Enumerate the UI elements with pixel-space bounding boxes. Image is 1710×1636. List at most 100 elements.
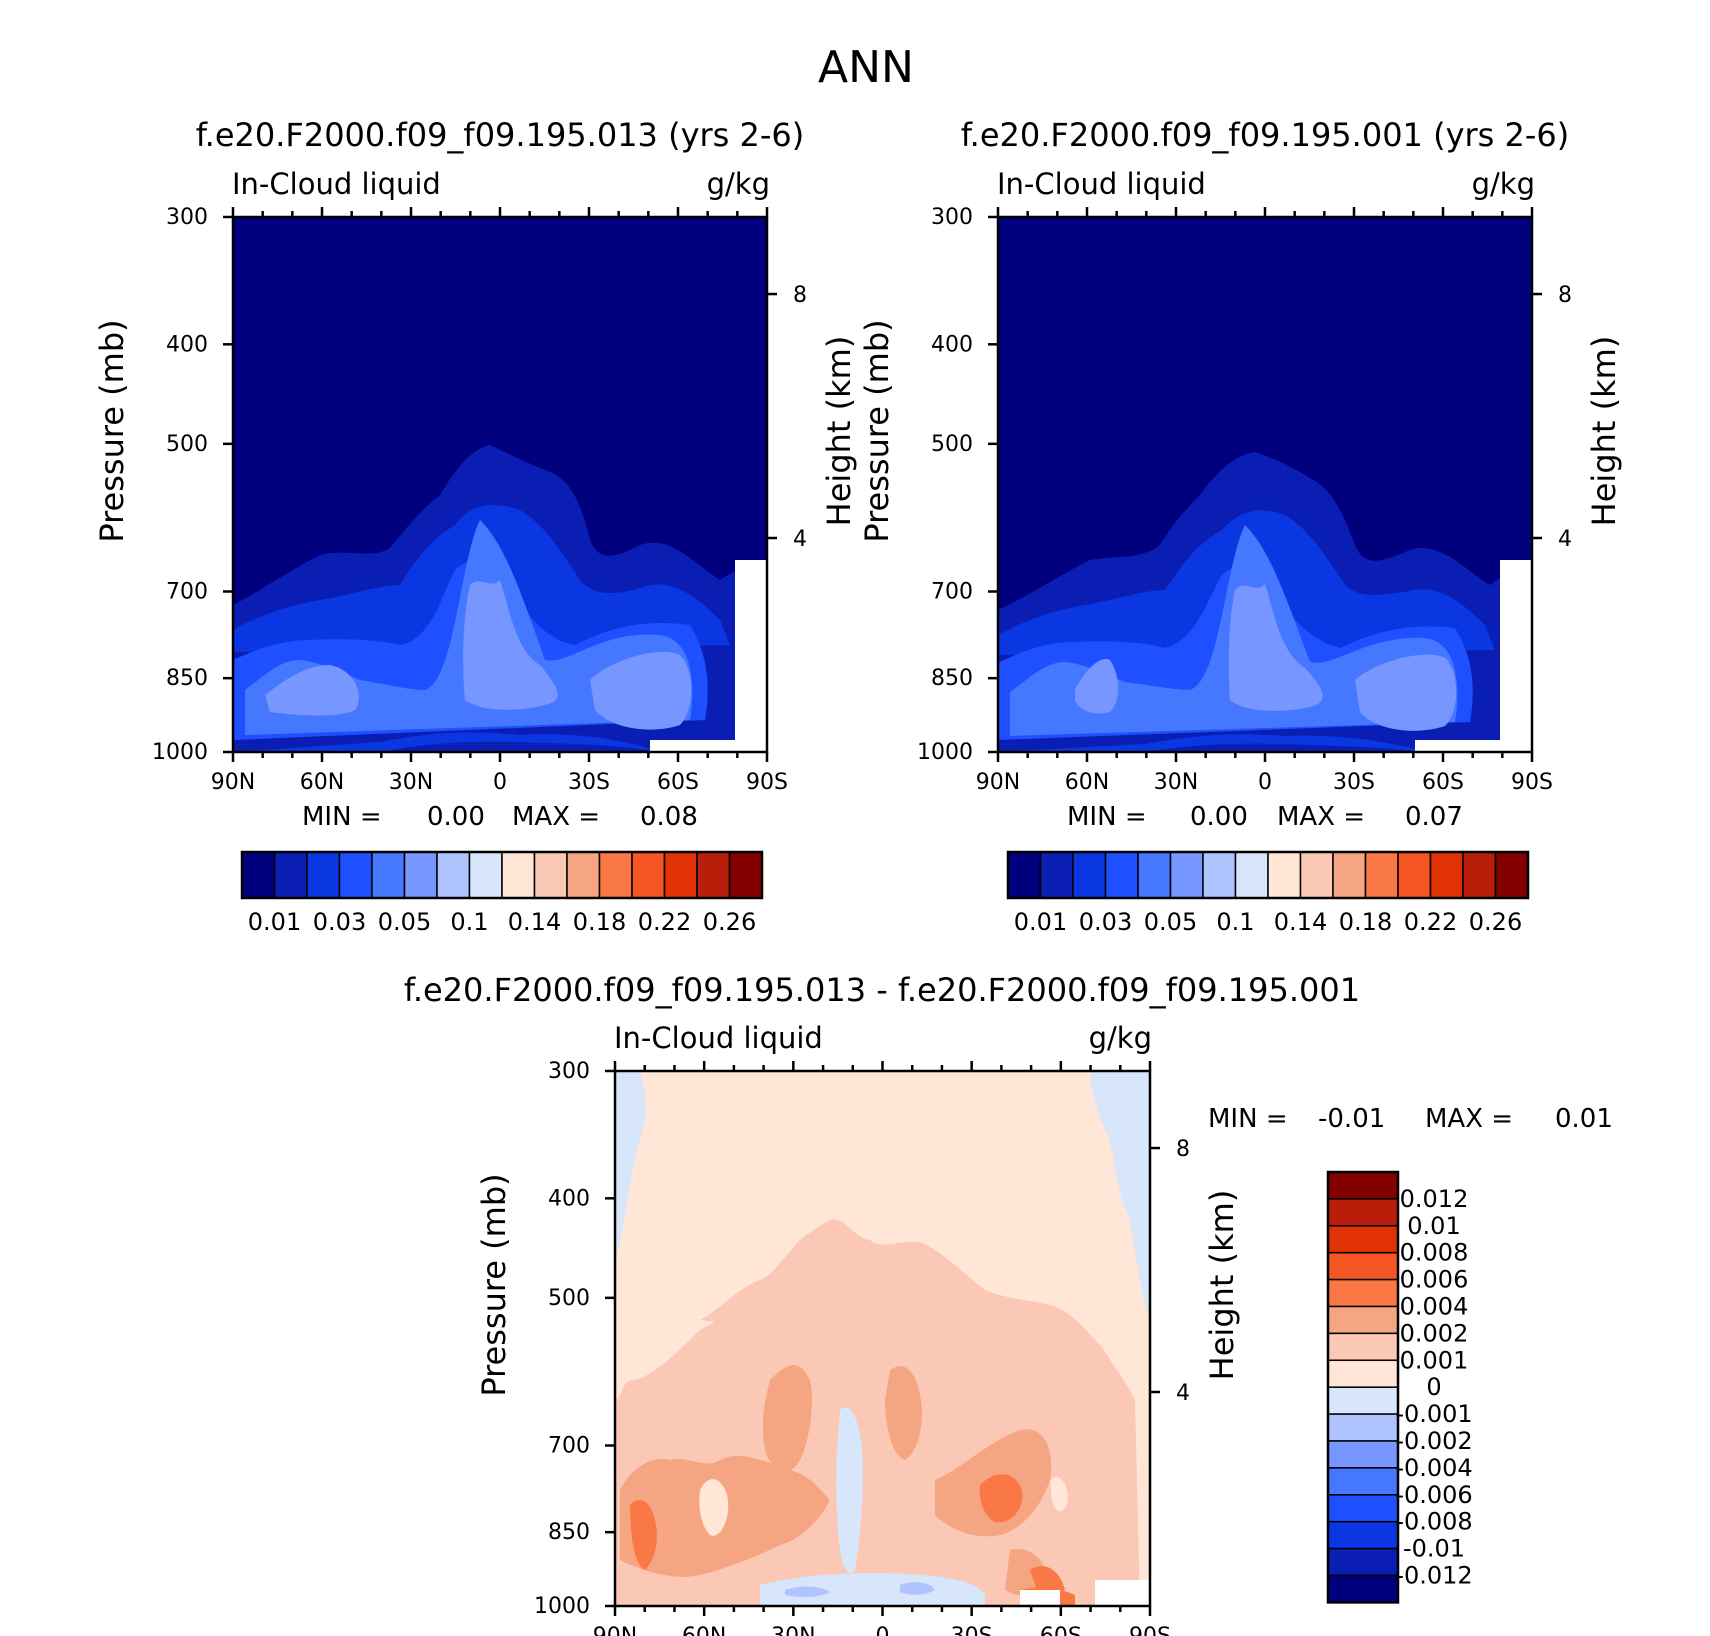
x-tick-label: 90S [746,770,788,795]
panel-3-contour-field [615,1071,1150,1606]
panel-2-title: f.e20.F2000.f09_f09.195.001 (yrs 2-6) [961,116,1570,154]
colorbar-label: 0.01 [248,908,301,936]
colorbar-box [306,851,341,899]
colorbar-box [1327,1359,1399,1388]
x-tick-label: 0 [1258,770,1272,795]
colorbar-label: 0.008 [1400,1239,1469,1267]
panel-2-axes: 90N 60N 30N 0 30S 60S 90S 300 400 500 700 850 1000 8 4… [858,205,1623,795]
panel-1-max-value: 0.08 [640,802,698,832]
colorbar-box [1327,1251,1399,1281]
colorbar-box [1327,1440,1399,1469]
colorbar-box [1327,1520,1399,1550]
colorbar-label: 0.05 [1144,908,1197,936]
x-tick-label: 90S [1129,1624,1171,1636]
right-tick-label: 8 [793,283,807,308]
colorbar-label: 0.03 [1079,908,1132,936]
panel-1-units-label: g/kg [707,167,770,201]
colorbar-box [1327,1225,1399,1254]
y-tick-label: 700 [548,1434,590,1459]
y-tick-label: 700 [166,580,208,605]
y-tick-label: 500 [166,432,208,457]
panel-3-max-label: MAX = [1425,1104,1513,1134]
colorbar-box [1267,851,1302,899]
right-tick-label: 4 [1176,1381,1190,1406]
right-tick-label: 8 [1558,283,1572,308]
panel-3-axes: 90N 60N 30N 0 30S 60S 90S 300 400 500 700 850 1000 8 4… [475,1059,1241,1636]
panel-2-min-value: 0.00 [1190,802,1248,832]
colorbar-label: -0.001 [1395,1400,1472,1428]
colorbar-box [501,851,536,899]
colorbar-box [273,851,308,899]
panel-3-title: f.e20.F2000.f09_f09.195.013 - f.e20.F200… [404,971,1360,1009]
colorbar-box [598,851,633,899]
colorbar-box [1039,851,1074,899]
colorbar-box [1007,851,1042,899]
x-tick-label: 90N [593,1624,637,1636]
colorbar-label: 0.26 [1469,908,1522,936]
colorbar-label: 0.14 [1274,908,1327,936]
y-tick-label: 700 [931,580,973,605]
panel-1-contour-field [233,217,767,752]
colorbar-label: 0.26 [703,908,756,936]
panel-2-min-label: MIN = [1067,802,1147,832]
right-tick-label: 8 [1176,1137,1190,1162]
panel-2-contour-field [998,217,1532,752]
colorbar-box [1299,851,1334,899]
x-tick-label: 30N [1154,770,1198,795]
y-tick-label: 400 [931,332,973,357]
x-tick-label: 60S [657,770,699,795]
colorbar-box [1327,1171,1399,1200]
colorbar-box [1327,1467,1399,1496]
colorbar-label: 0.006 [1400,1266,1469,1294]
panel-2-max-value: 0.07 [1405,802,1463,832]
colorbar-label: 0.22 [1404,908,1457,936]
colorbar-box [663,851,698,899]
colorbar-box [1137,851,1172,899]
colorbar-box [241,851,276,899]
colorbar-box [1104,851,1139,899]
colorbar-label: 0.002 [1400,1319,1469,1347]
x-tick-label: 0 [876,1624,890,1636]
x-tick-label: 60S [1422,770,1464,795]
colorbar-label: 0.18 [573,908,626,936]
colorbar-box [1169,851,1204,899]
colorbar-box [1327,1278,1399,1308]
colorbar-box [1327,1305,1399,1335]
panel-3-variable-label: In-Cloud liquid [614,1021,823,1055]
colorbar-label: -0.006 [1395,1481,1472,1509]
colorbar-label: 0.1 [1216,908,1254,936]
colorbar-box [1327,1413,1399,1442]
panel-1-title: f.e20.F2000.f09_f09.195.013 (yrs 2-6) [196,116,805,154]
panel-2-variable-label: In-Cloud liquid [997,167,1206,201]
colorbar-frame [1326,1170,1400,1604]
colorbar-label: 0.05 [378,908,431,936]
right-axis-label: Height (km) [1585,336,1623,527]
colorbar-box [1462,851,1497,899]
colorbar-box [1327,1574,1399,1604]
panel-2-units-label: g/kg [1472,167,1535,201]
y-tick-label: 300 [931,205,973,230]
colorbar-box [1327,1547,1399,1577]
colorbar-box [533,851,568,899]
colorbar-box [338,851,373,899]
right-tick-label: 4 [793,527,807,552]
y-tick-label: 400 [548,1186,590,1211]
x-tick-label: 30N [771,1624,815,1636]
colorbar-label: -0.012 [1395,1562,1472,1590]
panel-1-min-label: MIN = [302,802,382,832]
colorbar-box [1397,851,1432,899]
colorbar-box [1327,1386,1399,1415]
colorbar-box [436,851,471,899]
colorbar-box [1327,1494,1399,1523]
right-axis-label: Height (km) [1203,1190,1241,1381]
y-tick-label: 1000 [152,740,208,765]
panel-1-max-label: MAX = [512,802,600,832]
panel-1-min-value: 0.00 [427,802,485,832]
y-tick-label: 850 [931,666,973,691]
y-tick-label: 850 [166,666,208,691]
colorbar-frame [240,850,764,900]
colorbar-box [1364,851,1399,899]
panel-2: f.e20.F2000.f09_f09.195.001 (yrs 2-6) In… [858,116,1623,936]
colorbar-box [728,851,763,899]
